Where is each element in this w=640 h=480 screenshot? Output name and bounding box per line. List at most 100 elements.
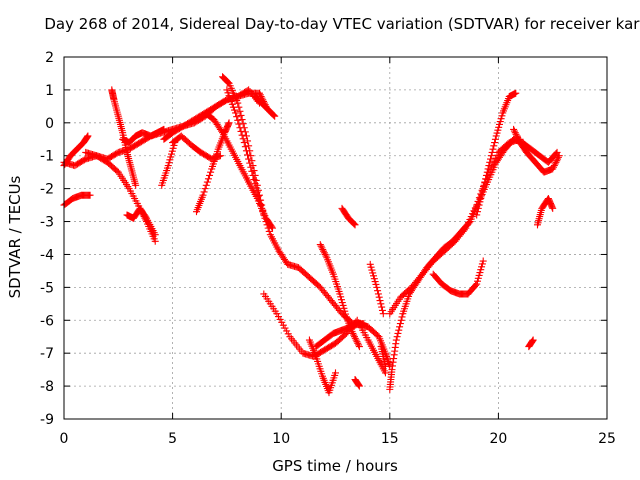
data-point xyxy=(353,338,361,346)
data-point xyxy=(269,224,277,232)
data-point xyxy=(232,109,240,117)
data-point xyxy=(202,181,210,189)
data-point xyxy=(393,333,401,341)
y-tick-label: -8 xyxy=(40,379,54,395)
data-point xyxy=(354,339,362,347)
data-point xyxy=(265,227,273,235)
data-point xyxy=(203,178,211,186)
plot-frame xyxy=(63,56,608,420)
data-point xyxy=(271,112,279,120)
data-point xyxy=(240,139,248,147)
x-tick-label: 25 xyxy=(598,431,616,447)
data-point xyxy=(473,208,481,216)
data-point xyxy=(84,132,92,140)
data-point xyxy=(238,131,246,139)
data-point xyxy=(236,107,244,115)
y-tick-label: -3 xyxy=(40,215,54,231)
data-point xyxy=(553,157,561,165)
data-point xyxy=(320,249,328,257)
data-point xyxy=(396,320,404,328)
data-point xyxy=(398,313,406,321)
series-t17 xyxy=(305,336,339,397)
data-point xyxy=(151,231,159,239)
data-point xyxy=(392,336,400,344)
data-point xyxy=(350,331,358,339)
data-point xyxy=(490,142,498,150)
data-point xyxy=(555,152,563,160)
data-point xyxy=(201,185,209,193)
series-t14 xyxy=(201,109,277,232)
series-t21 xyxy=(351,376,363,390)
gridlines xyxy=(64,57,607,419)
data-point xyxy=(269,111,277,119)
data-point xyxy=(478,188,486,196)
data-point xyxy=(248,167,256,175)
data-point xyxy=(245,142,253,150)
data-point xyxy=(351,333,359,341)
data-point xyxy=(351,334,359,342)
data-point xyxy=(268,223,276,231)
data-point xyxy=(378,306,386,314)
y-tick-label: -5 xyxy=(40,280,54,296)
series-t27 xyxy=(473,89,520,219)
data-point xyxy=(379,310,387,318)
data-point xyxy=(200,188,208,196)
data-point xyxy=(489,145,497,153)
data-point xyxy=(510,125,518,133)
data-point xyxy=(238,116,246,124)
series-t7 xyxy=(119,125,168,147)
data-point xyxy=(321,250,329,258)
series-t6 xyxy=(123,204,159,239)
data-point xyxy=(352,336,360,344)
y-axis-label: SDTVAR / TECUs xyxy=(6,175,24,298)
y-tick-label: 1 xyxy=(45,83,54,99)
data-point xyxy=(394,329,402,337)
data-point xyxy=(207,168,215,176)
data-point xyxy=(250,176,258,184)
data-point xyxy=(396,323,404,331)
series-t29 xyxy=(525,336,537,351)
data-point xyxy=(483,168,491,176)
chart-title: Day 268 of 2014, Sidereal Day-to-day VTE… xyxy=(44,15,640,33)
data-point xyxy=(514,135,522,143)
data-point xyxy=(475,201,483,209)
data-point xyxy=(247,163,255,171)
data-point xyxy=(482,171,490,179)
series-t19 xyxy=(316,241,363,351)
data-point xyxy=(244,151,252,159)
series-t11 xyxy=(192,119,233,216)
data-point xyxy=(223,78,231,86)
data-point xyxy=(217,127,225,135)
data-point xyxy=(529,336,537,344)
data-point xyxy=(249,171,257,179)
data-point xyxy=(377,300,385,308)
data-point xyxy=(474,204,482,212)
data-point xyxy=(332,369,339,377)
series-t16 xyxy=(251,92,279,120)
data-point xyxy=(319,246,327,254)
data-point xyxy=(317,242,325,250)
data-point xyxy=(487,155,495,163)
data-point xyxy=(351,221,359,229)
data-point xyxy=(237,111,245,119)
data-point xyxy=(549,165,557,173)
data-point xyxy=(472,281,480,289)
data-point xyxy=(485,162,493,170)
x-tick-label: 15 xyxy=(381,431,399,447)
series-t22 xyxy=(366,260,387,318)
series-t26 xyxy=(429,257,487,298)
data-point xyxy=(486,158,494,166)
data-point xyxy=(355,341,363,349)
data-point xyxy=(512,89,520,97)
y-tick-label: 0 xyxy=(45,116,54,132)
data-point xyxy=(256,91,264,99)
data-point xyxy=(216,152,224,160)
data-point xyxy=(236,124,244,132)
data-point xyxy=(320,247,328,255)
data-point xyxy=(491,139,499,147)
data-point xyxy=(460,226,468,234)
data-point xyxy=(375,293,383,301)
data-point xyxy=(550,163,558,171)
data-point xyxy=(151,237,159,245)
data-point xyxy=(381,369,389,377)
